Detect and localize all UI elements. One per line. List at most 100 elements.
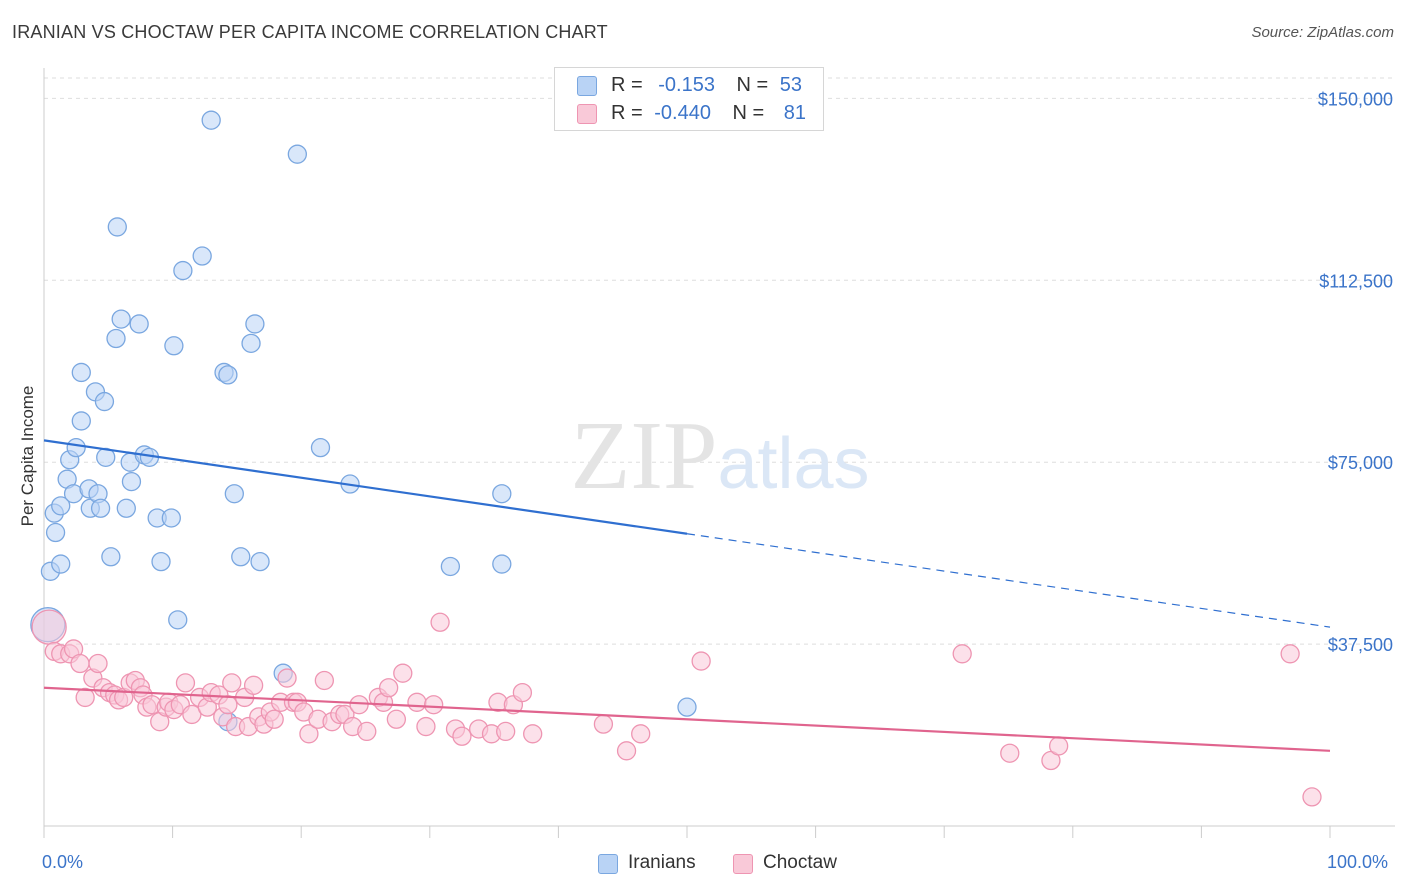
choctaw-point: [430, 612, 450, 632]
choctaw-point: [407, 692, 427, 712]
n-value: 81: [783, 102, 807, 124]
iranians-point: [71, 411, 91, 431]
iranians-point: [492, 554, 512, 574]
choctaw-stats: R = -0.440 N = 81: [611, 102, 806, 125]
n-label: N =: [732, 102, 765, 124]
choctaw-point: [952, 644, 972, 664]
choctaw-point: [70, 653, 90, 674]
iranians-point: [250, 551, 270, 572]
iranians-point: [161, 508, 181, 528]
iranians-point: [231, 547, 251, 567]
x-tick-label-max: 100.0%: [1327, 852, 1389, 872]
iranians-point: [129, 314, 149, 334]
y-tick-labels: $150,000 $112,500 $75,000 $37,500: [1318, 89, 1393, 655]
choctaw-swatch: [577, 104, 597, 124]
choctaw-point: [378, 678, 399, 698]
choctaw-point: [393, 663, 413, 683]
r-label: R =: [611, 102, 643, 124]
choctaw-point: [218, 695, 238, 715]
choctaw-point: [452, 726, 472, 746]
n-value: 53: [779, 74, 803, 96]
choctaw-point: [424, 695, 444, 715]
choctaw-point: [512, 682, 533, 703]
iranians-point: [287, 144, 307, 164]
choctaw-point: [243, 675, 264, 695]
iranians-point: [201, 110, 221, 130]
iranians-point: [90, 498, 111, 518]
x-tick-label-min: 0.0%: [42, 852, 84, 872]
iranians-point: [107, 217, 127, 237]
iranians-point: [66, 437, 86, 458]
iranians-point: [164, 336, 184, 356]
iranians-legend-label: Iranians: [628, 852, 696, 873]
iranians-point: [440, 556, 461, 577]
n-label: N =: [736, 74, 769, 96]
iranians-point: [116, 498, 136, 518]
iranians-point: [51, 554, 71, 574]
iranians-point: [71, 362, 91, 383]
data-points: [30, 110, 1322, 807]
chart-source: Source: ZipAtlas.com: [1251, 24, 1394, 41]
choctaw-trend-line: [43, 686, 1331, 752]
choctaw-point: [357, 721, 377, 742]
choctaw-point: [182, 704, 202, 725]
iranians-point: [106, 328, 126, 349]
watermark: ZIPatlas: [570, 402, 869, 510]
iranians-point: [51, 496, 71, 516]
choctaw-point: [88, 653, 108, 674]
choctaw-point: [222, 673, 242, 693]
iranians-point: [111, 309, 131, 329]
iranians-point: [245, 314, 265, 334]
iranians-swatch: [577, 76, 597, 96]
y-tick-label: $150,000: [1318, 89, 1393, 109]
iranians-trend-line: [43, 439, 688, 535]
iranians-point: [192, 246, 212, 266]
trend-lines: [43, 439, 1331, 752]
iranians-point: [677, 697, 697, 717]
choctaw-point: [593, 714, 614, 734]
choctaw-legend-label: Choctaw: [763, 852, 837, 873]
choctaw-point: [175, 673, 196, 693]
y-tick-label: $37,500: [1328, 635, 1393, 655]
r-value: -0.153: [658, 74, 715, 96]
y-axis-label: Per Capita Income: [18, 385, 37, 527]
iranians-point: [310, 437, 331, 458]
iranians-legend-swatch: [598, 854, 618, 874]
iranians-point: [168, 610, 188, 630]
iranians-point: [173, 260, 193, 281]
choctaw-point: [1049, 736, 1069, 756]
iranians-point: [218, 365, 238, 385]
choctaw-point: [523, 724, 543, 744]
stats-legend: R = -0.153 N = 53 R = -0.440 N = 81: [554, 67, 824, 131]
choctaw-point: [1280, 644, 1300, 664]
iranians-point: [45, 522, 66, 543]
chart-title: IRANIAN VS CHOCTAW PER CAPITA INCOME COR…: [12, 22, 608, 42]
iranians-point: [151, 551, 171, 572]
choctaw-point: [31, 609, 67, 645]
choctaw-point: [277, 668, 297, 688]
iranians-point: [94, 391, 115, 412]
axes: [43, 68, 1395, 838]
iranians-point: [224, 484, 244, 504]
choctaw-point: [691, 651, 711, 671]
choctaw-point: [631, 724, 651, 744]
iranians-stats: R = -0.153 N = 53: [611, 74, 802, 97]
choctaw-point: [1000, 743, 1020, 763]
choctaw-legend-swatch: [733, 854, 753, 874]
iranians-point: [101, 547, 121, 567]
choctaw-point: [299, 724, 319, 744]
r-label: R =: [611, 74, 643, 96]
iranians-trend-extension: [686, 533, 1331, 628]
r-value: -0.440: [654, 102, 711, 124]
choctaw-point: [616, 741, 637, 761]
choctaw-point: [264, 709, 284, 729]
choctaw-point: [496, 721, 516, 742]
choctaw-point: [1302, 787, 1322, 807]
iranians-point: [121, 471, 142, 492]
y-tick-label: $75,000: [1328, 453, 1393, 473]
iranians-point: [241, 333, 261, 353]
iranians-point: [492, 484, 512, 504]
choctaw-point: [314, 670, 334, 691]
y-tick-label: $112,500: [1319, 271, 1393, 291]
